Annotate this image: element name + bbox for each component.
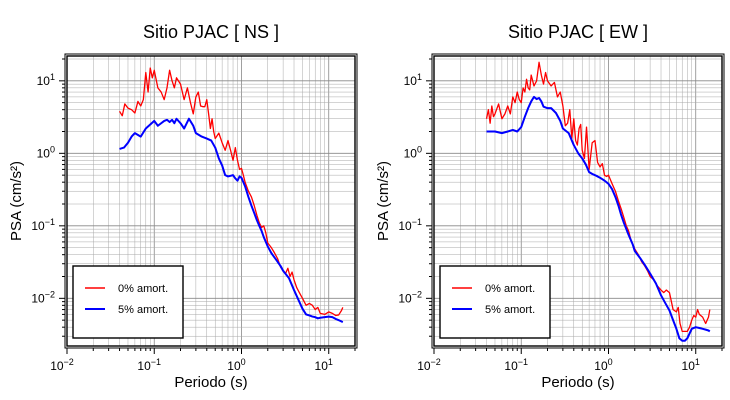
legend-label: 0% amort. <box>118 283 168 295</box>
x-tick-label: 101 <box>315 357 333 373</box>
x-tick-label: 10−2 <box>50 357 74 373</box>
y-tick-label: 101 <box>404 72 422 88</box>
y-tick-label: 100 <box>37 144 55 160</box>
series-line-amort-5 <box>486 95 711 342</box>
x-tick-label: 101 <box>682 357 700 373</box>
legend-label: 0% amort. <box>485 283 535 295</box>
y-tick-label: 10−1 <box>398 217 422 233</box>
legend: 0% amort. 5% amort. <box>72 265 184 339</box>
y-axis-label: PSA (cm/s²) <box>375 161 392 241</box>
legend-box <box>72 265 184 339</box>
y-tick-label: 10−2 <box>31 289 55 305</box>
series-line-amort-5 <box>119 117 344 324</box>
series-line-amort-0 <box>485 61 711 333</box>
plot-frame-outer <box>64 53 358 349</box>
legend-label: 5% amort. <box>485 304 535 316</box>
legend: 0% amort. 5% amort. <box>439 265 551 339</box>
x-tick-label: 100 <box>227 357 245 373</box>
legend-box <box>439 265 551 339</box>
y-tick-label: 100 <box>404 144 422 160</box>
plot-frame <box>66 55 356 347</box>
x-tick-label: 10−1 <box>504 357 528 373</box>
x-axis-label: Periodo (s) <box>174 374 247 391</box>
legend-label: 5% amort. <box>118 304 168 316</box>
x-axis-label: Periodo (s) <box>541 374 614 391</box>
y-axis-label: PSA (cm/s²) <box>8 161 25 241</box>
x-tick-label: 10−1 <box>137 357 161 373</box>
chart-panel-ew: 10−2 10−1 100 101 10−2 10−1 100 101 Sitio PJAC [… <box>375 22 725 391</box>
y-tick-label: 10−1 <box>31 217 55 233</box>
series-line-amort-0 <box>118 67 344 317</box>
chart-panel-ns: 10−2 10−1 100 101 10−2 10−1 100 101 Sitio PJAC [… <box>8 22 358 391</box>
y-tick-label: 10−2 <box>398 289 422 305</box>
y-tick-label: 101 <box>37 72 55 88</box>
chart-title: Sitio PJAC [ NS ] <box>143 22 279 42</box>
plot-frame-outer <box>431 53 725 349</box>
x-tick-label: 10−2 <box>417 357 441 373</box>
plot-frame <box>433 55 723 347</box>
chart-title: Sitio PJAC [ EW ] <box>508 22 648 42</box>
x-tick-label: 100 <box>594 357 612 373</box>
